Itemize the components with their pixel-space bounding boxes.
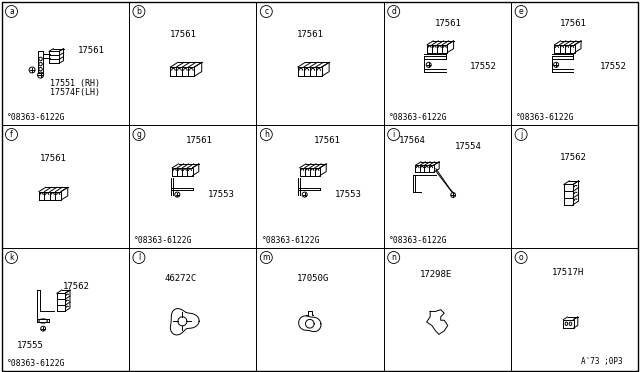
Circle shape xyxy=(133,251,145,263)
Circle shape xyxy=(388,128,400,141)
Bar xyxy=(384,247,511,371)
Bar xyxy=(1,247,129,371)
Bar xyxy=(384,125,511,247)
Text: l: l xyxy=(138,253,140,262)
Circle shape xyxy=(515,128,527,141)
Circle shape xyxy=(41,326,45,331)
Text: °08363-6122G: °08363-6122G xyxy=(6,113,65,122)
Text: °08363-6122G: °08363-6122G xyxy=(388,113,447,122)
Text: 17561: 17561 xyxy=(186,136,213,145)
Text: k: k xyxy=(9,253,13,262)
Bar xyxy=(384,1,511,125)
Circle shape xyxy=(302,192,307,197)
Text: 17553: 17553 xyxy=(335,190,362,199)
Bar xyxy=(129,247,256,371)
Circle shape xyxy=(388,251,400,263)
Bar xyxy=(256,125,384,247)
Text: °08363-6122G: °08363-6122G xyxy=(388,235,447,245)
Circle shape xyxy=(260,6,272,17)
Circle shape xyxy=(39,67,42,71)
Text: i: i xyxy=(392,130,395,139)
Text: 17552: 17552 xyxy=(600,62,627,71)
Circle shape xyxy=(39,62,42,66)
Circle shape xyxy=(515,6,527,17)
Text: c: c xyxy=(264,7,268,16)
Text: 46272C: 46272C xyxy=(164,274,197,283)
Circle shape xyxy=(6,6,17,17)
Text: 17562: 17562 xyxy=(63,282,90,291)
Text: h: h xyxy=(264,130,269,139)
Circle shape xyxy=(38,72,44,78)
Circle shape xyxy=(260,128,272,141)
Text: °08363-6122G: °08363-6122G xyxy=(6,359,65,368)
Text: °08363-6122G: °08363-6122G xyxy=(261,235,320,245)
Circle shape xyxy=(515,251,527,263)
Text: 17564: 17564 xyxy=(399,136,426,145)
Text: f: f xyxy=(10,130,13,139)
Text: e: e xyxy=(519,7,524,16)
Ellipse shape xyxy=(565,322,568,326)
Text: b: b xyxy=(136,7,141,16)
Circle shape xyxy=(554,62,559,67)
Text: 17298E: 17298E xyxy=(419,270,452,279)
Circle shape xyxy=(6,128,17,141)
Text: j: j xyxy=(520,130,522,139)
Text: 17551 (RH): 17551 (RH) xyxy=(50,79,100,89)
Text: 17552: 17552 xyxy=(470,62,497,71)
Text: n: n xyxy=(391,253,396,262)
Text: d: d xyxy=(391,7,396,16)
Bar xyxy=(1,125,129,247)
Bar xyxy=(511,1,639,125)
Text: 17561: 17561 xyxy=(78,46,105,55)
Text: °08363-6122G: °08363-6122G xyxy=(134,235,193,245)
Text: a: a xyxy=(9,7,14,16)
Text: 17561: 17561 xyxy=(170,30,196,39)
Text: g: g xyxy=(136,130,141,139)
Text: 17561: 17561 xyxy=(435,19,461,28)
Text: 17561: 17561 xyxy=(297,30,324,39)
Circle shape xyxy=(451,193,456,198)
Text: 17517H: 17517H xyxy=(552,267,584,277)
Bar xyxy=(256,247,384,371)
Text: 17574F(LH): 17574F(LH) xyxy=(50,88,100,97)
Circle shape xyxy=(133,128,145,141)
Circle shape xyxy=(426,62,431,67)
Bar xyxy=(1,1,129,125)
Text: 17555: 17555 xyxy=(17,341,44,350)
Text: 17561: 17561 xyxy=(559,19,586,28)
Circle shape xyxy=(260,251,272,263)
Circle shape xyxy=(388,6,400,17)
Ellipse shape xyxy=(569,322,572,326)
Text: °08363-6122G: °08363-6122G xyxy=(516,113,575,122)
Circle shape xyxy=(29,67,35,73)
Text: 17050G: 17050G xyxy=(297,274,330,283)
Circle shape xyxy=(175,192,180,197)
Circle shape xyxy=(6,251,17,263)
Text: A'73 ;0P3: A'73 ;0P3 xyxy=(581,357,623,366)
Ellipse shape xyxy=(39,319,47,323)
Text: 17554: 17554 xyxy=(455,142,482,151)
Bar xyxy=(256,1,384,125)
Text: 17561: 17561 xyxy=(314,136,340,145)
Text: 17553: 17553 xyxy=(208,190,235,199)
Circle shape xyxy=(39,57,42,61)
Bar xyxy=(129,125,256,247)
Bar xyxy=(511,125,639,247)
Bar xyxy=(511,247,639,371)
Text: 17561: 17561 xyxy=(40,154,67,163)
Circle shape xyxy=(133,6,145,17)
Text: o: o xyxy=(519,253,524,262)
Text: 17562: 17562 xyxy=(559,153,586,162)
Text: m: m xyxy=(262,253,270,262)
Bar xyxy=(129,1,256,125)
